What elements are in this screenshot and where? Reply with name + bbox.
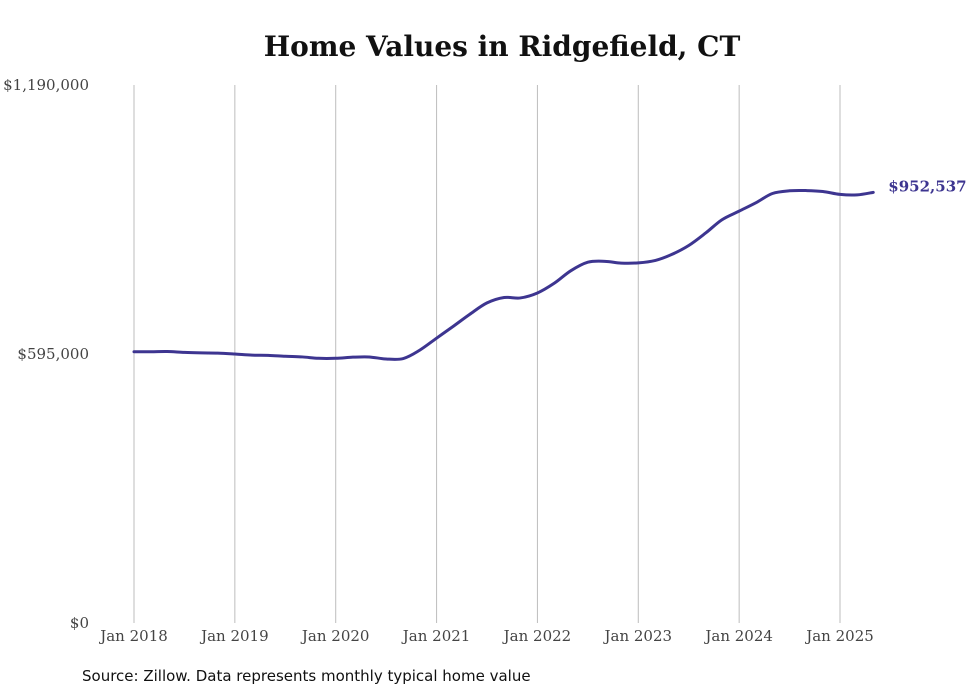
y-tick-label: $1,190,000	[3, 76, 89, 94]
y-tick-label: $0	[70, 614, 89, 632]
x-tick-label: Jan 2021	[401, 627, 471, 645]
x-tick-label: Jan 2018	[98, 627, 168, 645]
chart-title: Home Values in Ridgefield, CT	[263, 30, 741, 63]
series: $952,537	[132, 177, 967, 361]
source-note: Source: Zillow. Data represents monthly …	[82, 667, 531, 685]
x-tick-label: Jan 2022	[502, 627, 572, 645]
x-tick-label: Jan 2020	[300, 627, 370, 645]
end-value-label: $952,537	[888, 177, 966, 195]
x-tick-label: Jan 2024	[703, 627, 773, 645]
y-tick-label: $595,000	[17, 345, 89, 363]
x-tick-label: Jan 2023	[603, 627, 673, 645]
x-tick-labels: Jan 2018 Jan 2019 Jan 2020 Jan 2021 Jan 2022…	[98, 627, 874, 645]
series-line	[132, 188, 875, 361]
x-tick-label: Jan 2019	[199, 627, 269, 645]
y-tick-labels: $0 $595,000 $1,190,000	[3, 76, 89, 632]
x-tick-label: Jan 2025	[804, 627, 874, 645]
